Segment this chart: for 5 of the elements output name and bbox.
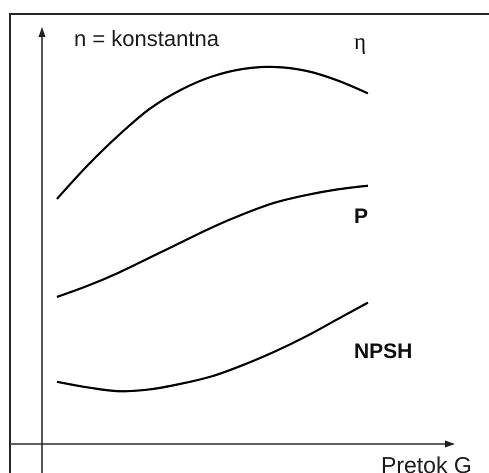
- series-label: η: [354, 29, 366, 54]
- x-axis-title: Pretok G: [381, 452, 472, 473]
- text: n = konstantna: [74, 26, 220, 51]
- series-label: NPSH: [354, 340, 412, 363]
- series-label: P: [354, 205, 368, 228]
